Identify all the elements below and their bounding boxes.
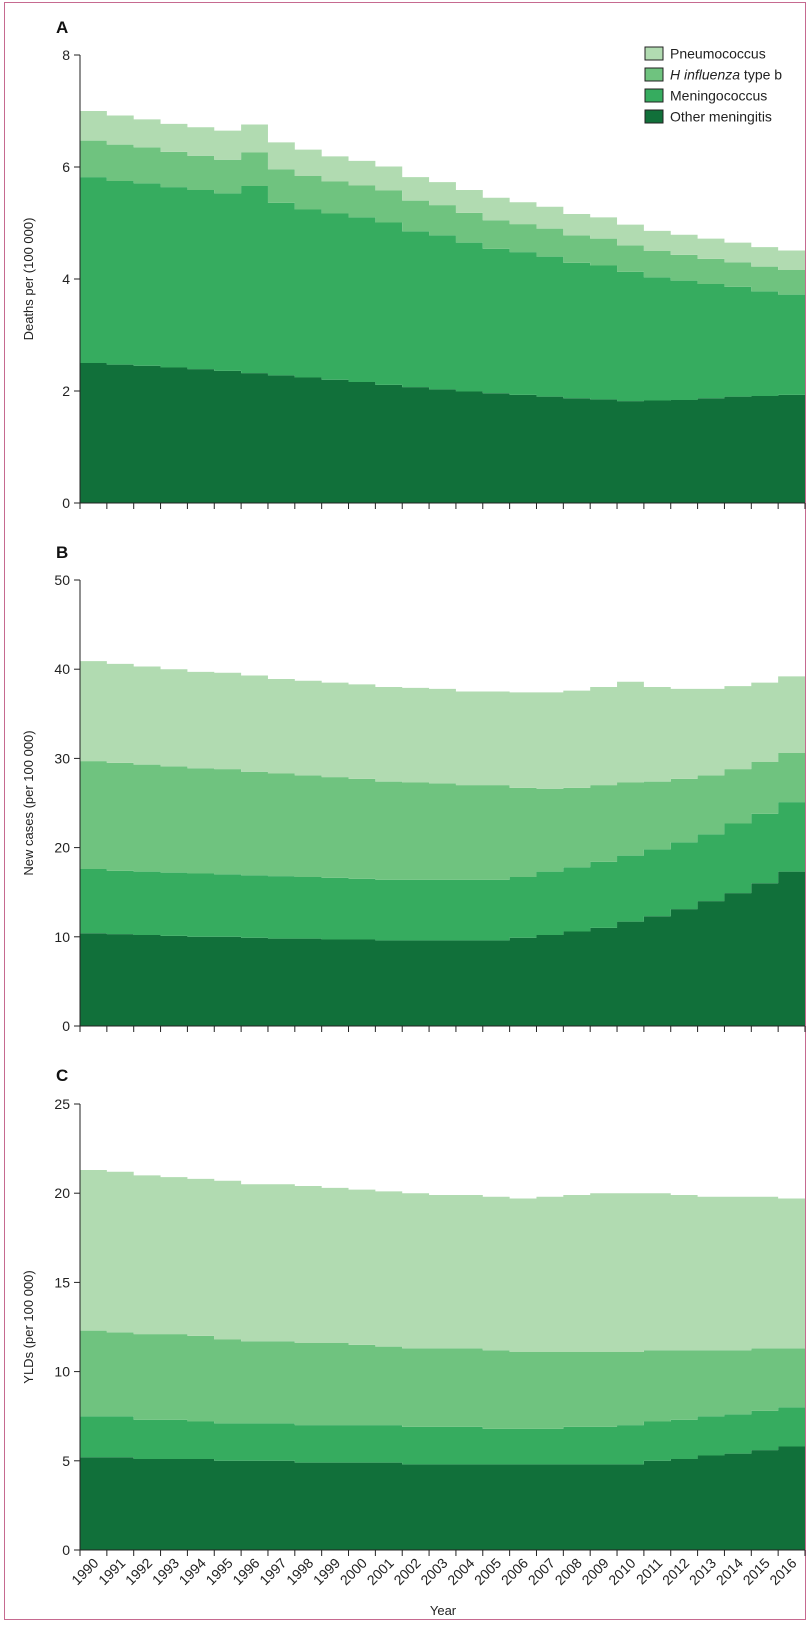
legend: Pneumococcus H influenza type b Meningococ… [644, 46, 782, 125]
y-tick-label: 0 [62, 1018, 70, 1034]
x-tick-label: 2016 [766, 1555, 799, 1588]
x-tick-label: 2005 [471, 1555, 504, 1588]
y-axis-title: Deaths per (100 000) [21, 218, 36, 341]
x-tick-label: 1996 [229, 1555, 262, 1588]
figure-frame [4, 2, 806, 1620]
y-tick-label: 8 [62, 47, 70, 63]
y-tick-label: 25 [54, 1096, 70, 1112]
x-tick-label: 1992 [122, 1555, 155, 1588]
legend-label: Other meningitis [670, 109, 772, 125]
area-other-meningitis [80, 871, 805, 1026]
x-tick-label: 2009 [578, 1555, 611, 1588]
y-tick-label: 5 [62, 1453, 70, 1469]
area-h-influenza-type-b [80, 753, 805, 880]
y-tick-label: 40 [54, 661, 70, 677]
y-tick-label: 20 [54, 1185, 70, 1201]
x-tick-label: 1998 [283, 1555, 316, 1588]
panel-letter: C [56, 1066, 68, 1085]
legend-label: Pneumococcus [670, 46, 766, 62]
panel-a: 0 2 4 6 8 Deaths per (100 000) A [21, 18, 806, 511]
x-tick-label: 2013 [686, 1555, 719, 1588]
y-tick-label: 50 [54, 572, 70, 588]
x-tick-label: 2010 [605, 1555, 638, 1588]
area-pneumococcus [80, 111, 805, 271]
y-tick-label: 2 [62, 383, 70, 399]
x-tick-label: 1994 [176, 1555, 209, 1588]
area-other-meningitis [80, 1446, 805, 1550]
x-tick-label: 1997 [256, 1555, 289, 1588]
panel-letter: B [56, 543, 68, 562]
y-axis-title: YLDs (per 100 000) [21, 1270, 36, 1383]
x-tick-label: 1991 [95, 1555, 128, 1588]
x-tick-label: 2006 [498, 1555, 531, 1588]
x-tick-label: 2008 [552, 1555, 585, 1588]
y-tick-label: 10 [54, 1364, 70, 1380]
x-tick-label: 1993 [149, 1555, 182, 1588]
x-tick-label: 2011 [633, 1555, 666, 1588]
area-meningococcus [80, 802, 805, 941]
y-tick-label: 30 [54, 750, 70, 766]
legend-swatch [644, 67, 664, 82]
x-tick-label: 2002 [390, 1555, 423, 1588]
area-h-influenza-type-b [80, 140, 805, 295]
x-tick-label: 1999 [310, 1555, 343, 1588]
x-tick-label: 2012 [659, 1555, 692, 1588]
legend-swatch [644, 88, 664, 103]
y-axis-title: New cases (per 100 000) [21, 730, 36, 875]
x-tick-label: 2014 [713, 1555, 746, 1588]
area-pneumococcus [80, 1170, 805, 1352]
x-tick-label: 2007 [525, 1555, 558, 1588]
panel-b: 0 10 20 30 40 50 New cases (per 100 000) B [21, 543, 806, 1034]
legend-swatch [644, 109, 664, 124]
y-tick-label: 0 [62, 1542, 70, 1558]
y-tick-label: 10 [54, 929, 70, 945]
panel-letter: A [56, 18, 68, 37]
area-other-meningitis [80, 363, 805, 503]
x-tick-label: 2004 [444, 1555, 477, 1588]
y-tick-label: 20 [54, 840, 70, 856]
y-tick-label: 6 [62, 159, 70, 175]
area-pneumococcus [80, 661, 805, 789]
x-tick-label: 1990 [68, 1555, 101, 1588]
y-tick-label: 0 [62, 495, 70, 511]
x-tick-label: 2001 [364, 1555, 397, 1588]
y-tick-label: 4 [62, 271, 70, 287]
area-h-influenza-type-b [80, 1330, 805, 1429]
legend-label: H influenza type b [670, 67, 782, 83]
legend-label: Meningococcus [670, 88, 767, 104]
legend-swatch [644, 46, 664, 61]
area-meningococcus [80, 177, 805, 402]
x-tick-label: 2015 [739, 1555, 772, 1588]
x-axis-title: Year [430, 1603, 457, 1618]
area-meningococcus [80, 1407, 805, 1465]
x-tick-label: 2000 [337, 1555, 370, 1588]
x-tick-label: 1995 [202, 1555, 235, 1588]
x-tick-label: 2003 [417, 1555, 450, 1588]
y-tick-label: 15 [54, 1274, 70, 1290]
